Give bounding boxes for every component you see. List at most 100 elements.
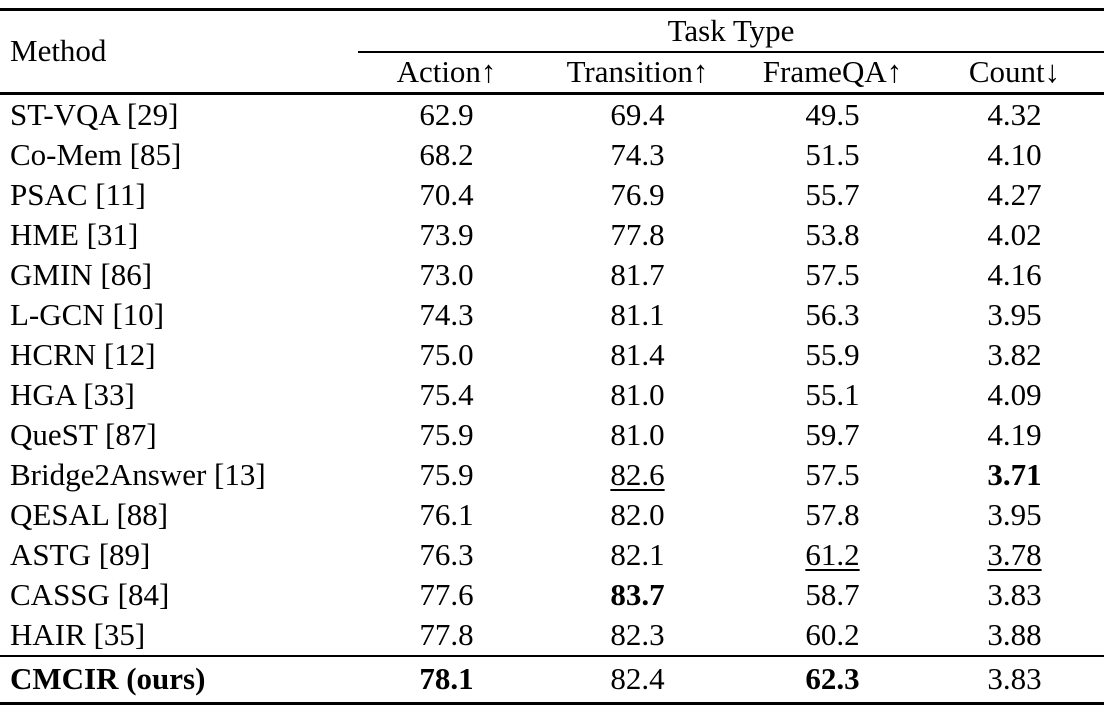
value-cell: 68.2 [419, 136, 474, 172]
column-header-action: Action↑ [358, 52, 535, 95]
value-cell: 56.3 [805, 296, 860, 332]
value-cell: 3.78 [987, 536, 1042, 572]
value-cell: 81.7 [610, 256, 665, 292]
table-row: HGA [33] 75.4 81.0 55.1 4.09 [0, 375, 1104, 415]
table-row: Co-Mem [85] 68.2 74.3 51.5 4.10 [0, 135, 1104, 175]
value-cell: 4.32 [987, 96, 1042, 132]
value-cell: 76.3 [419, 536, 474, 572]
table-row: QESAL [88] 76.1 82.0 57.8 3.95 [0, 495, 1104, 535]
column-header-count: Count↓ [925, 52, 1104, 95]
method-cell: PSAC [11] [10, 176, 146, 212]
value-cell: 75.0 [419, 336, 474, 372]
method-cell: Bridge2Answer [13] [10, 456, 266, 492]
method-cell: QESAL [88] [10, 496, 169, 532]
value-cell: 75.4 [419, 376, 474, 412]
table-row: ST-VQA [29] 62.9 69.4 49.5 4.32 [0, 94, 1104, 136]
value-cell: 76.1 [419, 496, 474, 532]
value-cell: 4.10 [987, 136, 1042, 172]
value-cell: 70.4 [419, 176, 474, 212]
method-cell: Co-Mem [85] [10, 136, 182, 172]
value-cell: 3.83 [987, 576, 1042, 612]
value-cell: 61.2 [805, 536, 860, 572]
value-cell: 62.3 [740, 655, 925, 704]
table-header: Method Task Type Action↑ Transition↑ Fra… [0, 9, 1104, 95]
value-cell: 3.95 [987, 496, 1042, 532]
method-cell: L-GCN [10] [10, 296, 165, 332]
table-row: HAIR [35] 77.8 82.3 60.2 3.88 [0, 615, 1104, 656]
value-cell: 81.0 [610, 376, 665, 412]
task-type-group-header: Task Type [358, 9, 1104, 53]
value-cell: 4.27 [987, 176, 1042, 212]
value-cell: 83.7 [610, 576, 665, 612]
value-cell: 76.9 [610, 176, 665, 212]
value-cell: 4.09 [987, 376, 1042, 412]
table-row: HCRN [12] 75.0 81.4 55.9 3.82 [0, 335, 1104, 375]
value-cell: 59.7 [805, 416, 860, 452]
method-cell: HAIR [35] [10, 616, 146, 652]
value-cell: 82.1 [610, 536, 665, 572]
table-row-ours: CMCIR (ours) 78.1 82.4 62.3 3.83 [0, 655, 1104, 704]
value-cell: 82.6 [610, 456, 665, 492]
value-cell: 82.0 [610, 496, 665, 532]
method-cell: CMCIR (ours) [0, 655, 358, 704]
table-row: L-GCN [10] 74.3 81.1 56.3 3.95 [0, 295, 1104, 335]
table-row: QueST [87] 75.9 81.0 59.7 4.19 [0, 415, 1104, 455]
value-cell: 57.5 [805, 456, 860, 492]
method-cell: ST-VQA [29] [10, 96, 179, 132]
value-cell: 3.83 [925, 655, 1104, 704]
value-cell: 81.4 [610, 336, 665, 372]
value-cell: 62.9 [419, 96, 474, 132]
value-cell: 73.0 [419, 256, 474, 292]
value-cell: 82.3 [610, 616, 665, 652]
value-cell: 55.9 [805, 336, 860, 372]
value-cell: 74.3 [419, 296, 474, 332]
value-cell: 3.71 [987, 456, 1042, 492]
value-cell: 53.8 [805, 216, 860, 252]
group-header-row: Method Task Type [0, 9, 1104, 95]
value-cell: 4.02 [987, 216, 1042, 252]
value-cell: 75.9 [419, 456, 474, 492]
value-cell: 77.8 [610, 216, 665, 252]
value-cell: 77.6 [419, 576, 474, 612]
value-cell: 82.4 [535, 655, 740, 704]
value-cell: 58.7 [805, 576, 860, 612]
value-cell: 3.95 [987, 296, 1042, 332]
value-cell: 49.5 [805, 96, 860, 132]
table-row: Bridge2Answer [13] 75.9 82.6 57.5 3.71 [0, 455, 1104, 495]
method-cell: GMIN [86] [10, 256, 153, 292]
value-cell: 4.16 [987, 256, 1042, 292]
column-header-frameqa: FrameQA↑ [740, 52, 925, 95]
table-row: HME [31] 73.9 77.8 53.8 4.02 [0, 215, 1104, 255]
value-cell: 74.3 [610, 136, 665, 172]
value-cell: 57.8 [805, 496, 860, 532]
value-cell: 73.9 [419, 216, 474, 252]
method-cell: HGA [33] [10, 376, 135, 412]
value-cell: 77.8 [419, 616, 474, 652]
column-header-row: Action↑ Transition↑ FrameQA↑ Count↓ [0, 52, 1104, 95]
value-cell: 57.5 [805, 256, 860, 292]
value-cell: 69.4 [610, 96, 665, 132]
value-cell: 55.1 [805, 376, 860, 412]
value-cell: 81.1 [610, 296, 665, 332]
method-column-header: Method [0, 9, 358, 95]
method-cell: ASTG [89] [10, 536, 151, 572]
table-row: ASTG [89] 76.3 82.1 61.2 3.78 [0, 535, 1104, 575]
table-body: ST-VQA [29] 62.9 69.4 49.5 4.32 Co-Mem [85] 68… [0, 94, 1104, 704]
value-cell: 3.82 [987, 336, 1042, 372]
value-cell: 75.9 [419, 416, 474, 452]
table-row: GMIN [86] 73.0 81.7 57.5 4.16 [0, 255, 1104, 295]
table-row: PSAC [11] 70.4 76.9 55.7 4.27 [0, 175, 1104, 215]
value-cell: 51.5 [805, 136, 860, 172]
value-cell: 4.19 [987, 416, 1042, 452]
table-row: CASSG [84] 77.6 83.7 58.7 3.83 [0, 575, 1104, 615]
value-cell: 81.0 [610, 416, 665, 452]
value-cell: 78.1 [358, 655, 535, 704]
method-cell: HME [31] [10, 216, 139, 252]
value-cell: 60.2 [805, 616, 860, 652]
method-cell: QueST [87] [10, 416, 157, 452]
method-cell: HCRN [12] [10, 336, 156, 372]
results-table: Method Task Type Action↑ Transition↑ Fra… [0, 8, 1104, 705]
value-cell: 3.88 [987, 616, 1042, 652]
column-header-transition: Transition↑ [535, 52, 740, 95]
